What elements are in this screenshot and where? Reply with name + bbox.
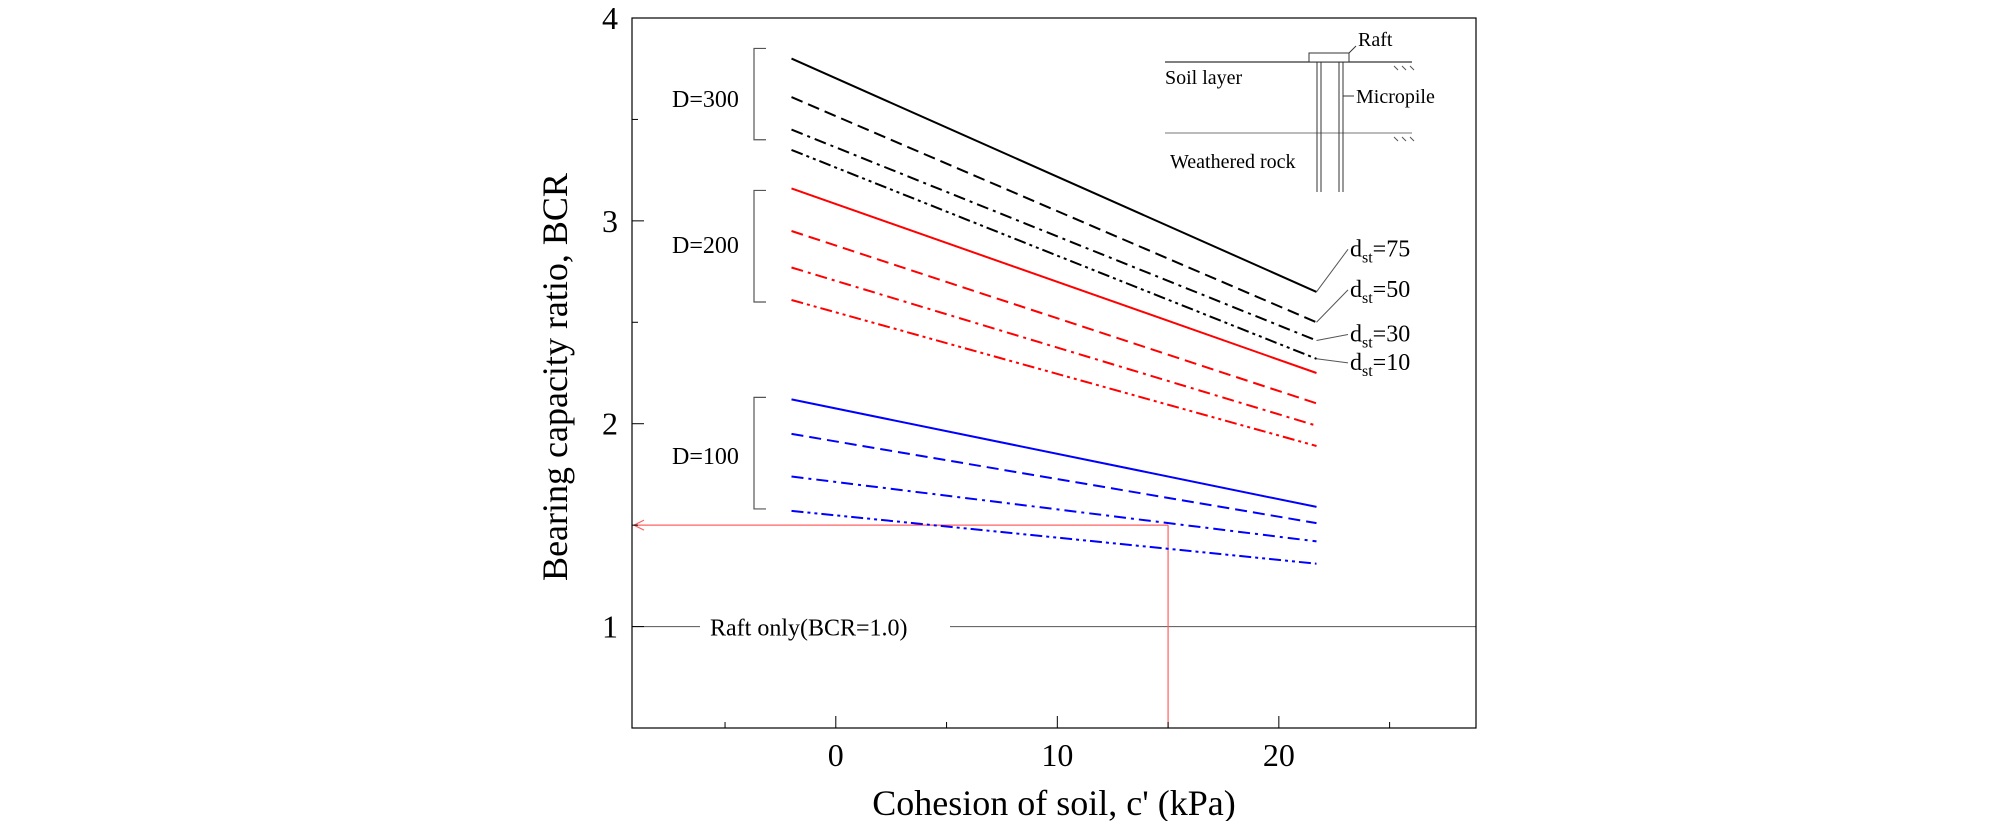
- inset-raft-leader: [1348, 45, 1357, 54]
- inset-raft-label: Raft: [1358, 29, 1393, 51]
- group-label: D=200: [672, 233, 739, 259]
- inset-diagram: Raft Soil layer Micropile Weathered rock: [1165, 29, 1435, 192]
- guide-arrowhead: [633, 519, 645, 531]
- y-axis-title: Bearing capacity ratio, BCR: [535, 173, 575, 581]
- reference-line-label: Raft only(BCR=1.0): [710, 616, 908, 642]
- series-line-D300-dst30: [791, 128, 1317, 342]
- axes: 0 10 20 1 2 3 4 Cohesion of soil, c' (kPa) Beari…: [535, 0, 1477, 821]
- group-label: D=100: [672, 444, 739, 470]
- reference-line: Raft only(BCR=1.0): [632, 616, 1476, 642]
- y-tick-label: 3: [602, 203, 618, 239]
- dst-leader: [1316, 249, 1349, 293]
- dst-leader: [1316, 334, 1349, 342]
- dst-label: dst=30: [1350, 322, 1410, 352]
- series-line-D100-dst75: [791, 398, 1317, 508]
- y-tick-label: 2: [602, 406, 618, 442]
- inset-hatch: [1393, 65, 1415, 71]
- inset-soil-layer-label: Soil layer: [1165, 67, 1243, 89]
- series-line-D300-dst50: [791, 96, 1317, 324]
- series-line-D200-dst75: [791, 187, 1317, 374]
- group-bracket: [753, 47, 766, 141]
- series-line-D100-dst10: [791, 509, 1317, 565]
- series-line-D200-dst10: [791, 299, 1317, 447]
- inset-weathered-rock-label: Weathered rock: [1170, 151, 1296, 173]
- y-tick-label: 4: [602, 0, 618, 36]
- series-line-D300-dst75: [791, 57, 1317, 293]
- inset-raft: [1308, 52, 1350, 63]
- guide-lines: [633, 519, 1169, 728]
- x-tick-label: 20: [1263, 737, 1295, 773]
- x-tick-label: 0: [828, 737, 844, 773]
- group-brackets: D=300 D=200 D=100: [672, 47, 766, 510]
- inset-micropile-label: Micropile: [1356, 86, 1435, 108]
- dst-label: dst=50: [1350, 277, 1410, 307]
- x-axis-title: Cohesion of soil, c' (kPa): [872, 783, 1235, 821]
- series-line-D200-dst50: [791, 230, 1317, 405]
- dst-leader: [1316, 358, 1349, 364]
- x-tick-label: 10: [1041, 737, 1073, 773]
- group-label: D=300: [672, 87, 739, 113]
- inset-hatch: [1393, 136, 1415, 142]
- series-line-D200-dst30: [791, 266, 1317, 427]
- y-tick-label: 1: [602, 609, 618, 645]
- group-bracket: [753, 189, 766, 303]
- series-lines: [791, 57, 1317, 565]
- dst-label: dst=75: [1350, 236, 1410, 266]
- dst-label: dst=10: [1350, 350, 1410, 380]
- group-bracket: [753, 396, 766, 510]
- dst-leader: [1316, 289, 1349, 323]
- series-line-D300-dst10: [791, 148, 1317, 360]
- series-line-D100-dst50: [791, 432, 1317, 525]
- plot-frame: [631, 17, 1477, 729]
